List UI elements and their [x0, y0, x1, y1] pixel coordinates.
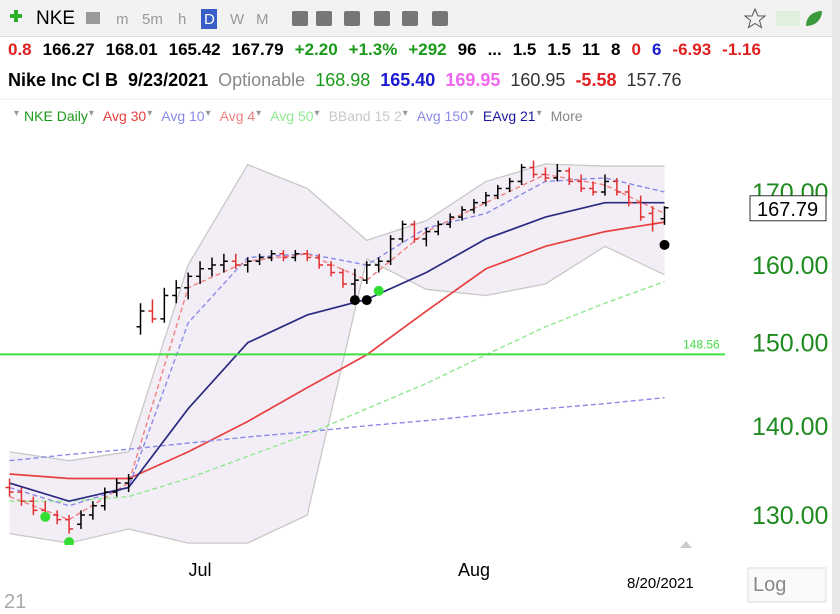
last-price-label: 167.79: [757, 199, 818, 221]
quote-field: +1.3%: [348, 40, 398, 59]
print-icon[interactable]: [86, 12, 100, 24]
quote-field: 165.42: [168, 40, 221, 59]
corner-label: 21: [4, 591, 26, 613]
quote-field: 8: [611, 40, 621, 59]
scroll-arrow: [680, 541, 692, 548]
star-icon[interactable]: [743, 7, 767, 29]
moving-average: [9, 281, 665, 502]
signal-dot: [373, 285, 384, 296]
interval-button[interactable]: h: [178, 11, 186, 28]
interval-active: [201, 9, 217, 29]
y-tick-label: 130.00: [752, 502, 828, 530]
signal-dot: [40, 511, 51, 522]
scrollbar[interactable]: [832, 0, 840, 614]
interval-button[interactable]: M: [256, 11, 269, 28]
leaf-icon[interactable]: [806, 11, 822, 26]
bband-line: [9, 163, 665, 462]
legend-entry[interactable]: NKE Daily: [24, 108, 88, 124]
legend-arrow: ▾: [14, 108, 20, 119]
draw-tool[interactable]: [374, 11, 390, 26]
y-tick-label: 140.00: [752, 413, 828, 441]
date-label: 8/20/2021: [627, 575, 694, 592]
legend-arrow: ▾: [314, 108, 320, 119]
quote-field: 166.27: [42, 40, 95, 59]
legend-entry[interactable]: EAvg 21: [482, 108, 536, 124]
quote-field: 11: [582, 40, 600, 59]
last-price-box: [749, 195, 827, 222]
legend-entry[interactable]: Avg 30: [102, 108, 147, 124]
legend-entry[interactable]: BBand 15 2: [328, 108, 402, 124]
quote-field: ...: [487, 40, 502, 59]
y-tick-label: 150.00: [752, 330, 828, 358]
quote-field: 160.95: [510, 70, 566, 90]
legend-arrow: ▾: [468, 108, 474, 119]
quote-field: 1.5: [547, 40, 572, 59]
quote-field: 168.01: [105, 40, 158, 59]
quote-field: 1.5: [512, 40, 537, 59]
signal-dot: [349, 295, 360, 306]
signal-dot: [361, 295, 372, 306]
interval-button[interactable]: D: [204, 11, 215, 28]
moving-average: [9, 201, 665, 503]
log-button-box: [747, 567, 827, 603]
quote-field: +292: [408, 40, 447, 59]
moving-average: [9, 397, 665, 462]
table-tool[interactable]: [344, 11, 360, 26]
add-icon[interactable]: [10, 10, 22, 22]
legend-entry[interactable]: Avg 150: [416, 108, 468, 124]
quote-field: 0.8: [8, 40, 32, 59]
quote-field: Nike Inc Cl B: [8, 70, 119, 90]
symbol[interactable]: NKE: [36, 8, 75, 29]
quote-field: 169.95: [445, 70, 501, 90]
horizontal-line-label: 148.56: [683, 337, 720, 351]
legend-arrow: ▾: [147, 108, 153, 119]
x-tick-label: Jul: [189, 560, 212, 580]
quote-field: +2.20: [294, 40, 338, 59]
legend-arrow: ▾: [205, 108, 211, 119]
quote-row: 0.8 166.27 168.01 165.42 167.79 +2.20 +1.3% +29…: [8, 40, 761, 60]
quote-field: 165.40: [380, 70, 436, 90]
moving-average: [9, 221, 665, 480]
image-tool[interactable]: [432, 11, 448, 26]
bar-tool[interactable]: [316, 11, 332, 26]
quote-field: -1.16: [722, 40, 761, 59]
toolbar-icons: NKE m 5m h D W M: [10, 7, 822, 29]
quote-field: 157.76: [626, 70, 682, 90]
legend-arrow: ▾: [536, 108, 542, 119]
quote-field: 6: [651, 40, 662, 59]
legend: ▾ NKE Daily ▾ Avg 30 ▾ Avg 10 ▾ Avg 4 ▾ Avg 50 ▾ BB…: [14, 108, 583, 124]
toolbar: NKE m 5m h D W M: [0, 0, 832, 37]
quote-field: 168.98: [315, 70, 371, 90]
legend-arrow: ▾: [88, 108, 94, 119]
quote-row: Nike Inc Cl B 9/23/2021 Optionable 168.98 16…: [8, 70, 682, 91]
quote-field: 96: [457, 40, 477, 59]
legend-more[interactable]: More: [550, 108, 583, 124]
log-button[interactable]: Log: [753, 574, 786, 596]
text-tool[interactable]: [292, 11, 308, 26]
y-tick-label: 160.00: [752, 252, 828, 280]
x-tick-label: Aug: [458, 560, 490, 580]
quote-field: 0: [631, 40, 641, 59]
quote-field: 9/23/2021: [128, 70, 209, 90]
interval-button[interactable]: 5m: [142, 11, 163, 28]
signal-dot: [659, 239, 670, 250]
legend-entry[interactable]: Avg 50: [270, 108, 314, 124]
interval-button[interactable]: W: [230, 11, 245, 28]
legend-arrow: ▾: [402, 108, 408, 119]
highlight-tool[interactable]: [402, 11, 418, 26]
interval-button[interactable]: m: [116, 11, 129, 28]
quote-field: 167.79: [231, 40, 284, 59]
legend-entry[interactable]: Avg 10: [161, 108, 205, 124]
quote-field: Optionable: [218, 70, 306, 90]
quote-field: -6.93: [672, 40, 712, 59]
toolbar-content: NKE m 5m h D W M: [0, 0, 832, 36]
signal-dot: [64, 537, 75, 545]
rt-icon[interactable]: [776, 11, 800, 26]
quote-field: -5.58: [575, 70, 617, 90]
legend-arrow: ▾: [256, 108, 262, 119]
legend-entry[interactable]: Avg 4: [219, 108, 256, 124]
bband-line: [9, 245, 665, 544]
